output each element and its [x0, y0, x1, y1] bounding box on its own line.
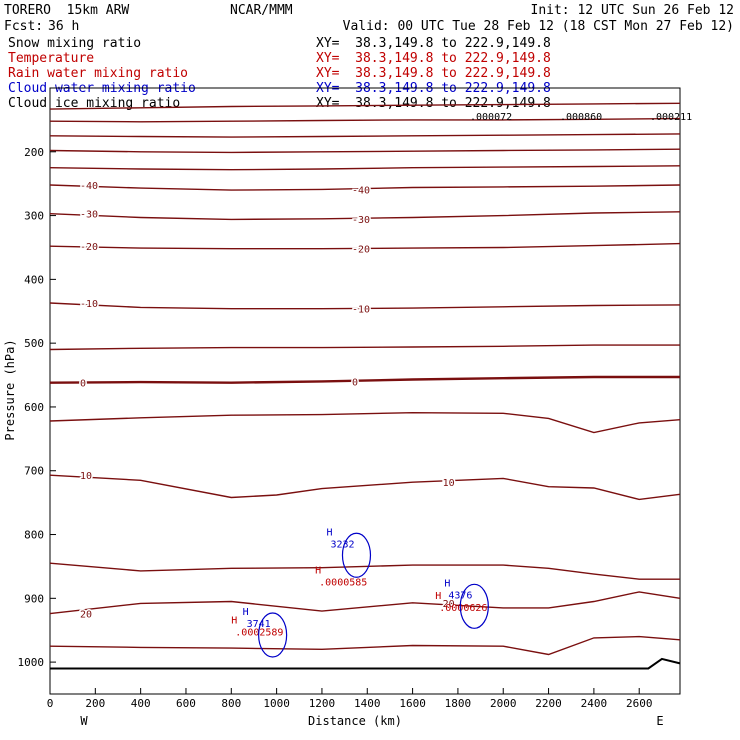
isotherm-line — [49, 375, 680, 384]
isotherm-label: -30 — [352, 215, 370, 226]
isotherm-label: 0 — [80, 379, 86, 390]
field-name: Rain water mixing ratio — [8, 66, 189, 81]
y-tick-label: 700 — [24, 465, 44, 478]
cloud-max-value: 4376 — [448, 590, 472, 601]
y-tick-label: 300 — [24, 210, 44, 223]
x-tick-label: 2000 — [490, 697, 517, 710]
cloud-max-marker: H — [243, 607, 249, 618]
x-tick-label: 1800 — [445, 697, 472, 710]
x-tick-label: 2200 — [535, 697, 562, 710]
rain-max-value: .0000626 — [439, 603, 487, 614]
cloud-water-contour — [258, 612, 288, 658]
isotherm-line — [49, 591, 681, 615]
snow-max-value: .000072 — [470, 112, 512, 123]
x-tick-label: 1400 — [354, 697, 381, 710]
y-tick-label: 1000 — [18, 656, 45, 669]
rain-max-value: .0002589 — [235, 627, 283, 638]
field-name: Temperature — [8, 51, 95, 66]
isotherm-line — [49, 344, 680, 351]
cloud-max-value: 3232 — [330, 539, 354, 550]
isotherm-label: -10 — [80, 299, 98, 310]
snow-max-value: .000211 — [650, 112, 692, 123]
isotherm-label: 10 — [80, 471, 92, 482]
cloud-max-value: 3741 — [247, 619, 271, 630]
rain-max-value: .0000585 — [319, 578, 367, 589]
isotherm-label: -40 — [80, 181, 98, 192]
isotherm-line — [49, 184, 681, 191]
y-tick-label: 200 — [24, 146, 44, 159]
isotherm-line — [49, 211, 681, 221]
center-title: NCAR/MMM — [230, 3, 293, 18]
isotherm-label: -20 — [352, 245, 370, 256]
isotherm-label: 10 — [443, 478, 455, 489]
forecast-label: Fcst: — [4, 19, 44, 34]
y-tick-label: 900 — [24, 592, 44, 605]
isotherm-line — [49, 474, 681, 501]
isotherm-label: 0 — [352, 377, 358, 388]
x-tick-label: 1000 — [263, 697, 290, 710]
valid-time: Valid: 00 UTC Tue 28 Feb 12 (18 CST Mon … — [342, 19, 734, 34]
x-axis-label: Distance (km) — [308, 714, 402, 728]
isotherm-line — [49, 165, 681, 171]
cloud-water-contour — [341, 532, 372, 578]
y-tick-label: 800 — [24, 529, 44, 542]
field-name: Snow mixing ratio — [8, 36, 142, 51]
x-end-left: W — [80, 714, 88, 728]
field-xy: XY= 38.3,149.8 to 222.9,149.8 — [316, 36, 551, 51]
cloud-water-contour — [459, 583, 489, 629]
isotherm-line — [49, 562, 680, 580]
y-tick-label: 500 — [24, 337, 44, 350]
isotherm-line — [49, 102, 681, 110]
model-title: TORERO 15km ARW — [4, 3, 130, 18]
cloud-max-marker: H — [326, 527, 332, 538]
x-tick-label: 2600 — [626, 697, 653, 710]
y-tick-label: 600 — [24, 401, 44, 414]
y-axis-label: Pressure (hPa) — [3, 339, 17, 440]
x-end-right: E — [656, 714, 663, 728]
x-tick-label: 800 — [221, 697, 241, 710]
forecast-value: 36 h — [48, 19, 80, 34]
rain-max-marker: H — [435, 591, 441, 602]
isotherm-label: 20 — [443, 599, 455, 610]
x-tick-label: 600 — [176, 697, 196, 710]
isotherm-line — [49, 242, 681, 250]
isotherm-label: 20 — [80, 610, 92, 621]
terrain-line — [50, 657, 681, 670]
x-tick-label: 1600 — [399, 697, 426, 710]
x-tick-label: 0 — [47, 697, 54, 710]
x-tick-label: 1200 — [309, 697, 336, 710]
isotherm-line — [49, 411, 681, 434]
isotherm-label: -40 — [352, 185, 370, 196]
y-tick-label: 400 — [24, 273, 44, 286]
cloud-max-marker: H — [444, 578, 450, 589]
x-tick-label: 200 — [85, 697, 105, 710]
field-name: Cloud water mixing ratio — [8, 81, 196, 96]
rain-max-marker: H — [231, 615, 237, 626]
isotherm-label: -20 — [80, 242, 98, 253]
plot-frame — [49, 87, 681, 695]
rain-max-marker: H — [315, 566, 321, 577]
isotherm-line — [49, 148, 681, 154]
isotherm-line — [49, 117, 681, 123]
field-xy: XY= 38.3,149.8 to 222.9,149.8 — [316, 96, 551, 111]
isotherm-label: -30 — [80, 210, 98, 221]
init-time: Init: 12 UTC Sun 26 Feb 12 — [530, 3, 735, 18]
x-tick-label: 2400 — [581, 697, 608, 710]
x-tick-label: 400 — [131, 697, 151, 710]
isotherm-line — [49, 302, 681, 310]
field-xy: XY= 38.3,149.8 to 222.9,149.8 — [316, 66, 551, 81]
snow-max-value: .000860 — [560, 112, 602, 123]
isotherm-label: -10 — [352, 305, 370, 316]
field-xy: XY= 38.3,149.8 to 222.9,149.8 — [316, 51, 551, 66]
isotherm-line — [49, 133, 681, 138]
isotherm-line — [49, 635, 681, 656]
field-name: Cloud ice mixing ratio — [8, 96, 181, 111]
